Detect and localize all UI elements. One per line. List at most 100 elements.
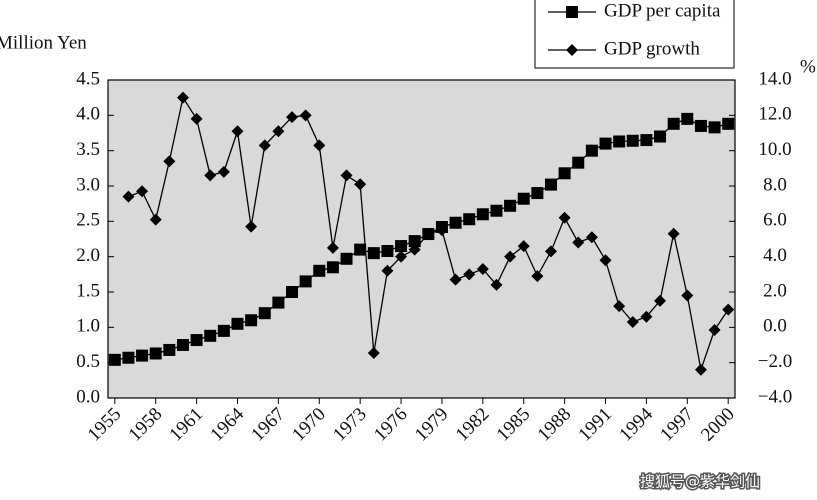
- x-tick-label: 1970: [288, 404, 330, 446]
- diamond-marker: [585, 231, 598, 244]
- diamond-marker: [422, 227, 435, 240]
- square-marker: [722, 117, 735, 130]
- square-marker: [585, 144, 598, 157]
- diamond-marker: [681, 289, 694, 302]
- x-tick-label: 1991: [574, 404, 616, 446]
- square-marker: [517, 192, 530, 205]
- square-marker: [463, 213, 476, 226]
- y-tick-label: 2.5: [76, 210, 100, 231]
- diamond-marker: [299, 109, 312, 122]
- x-tick-label: 1964: [206, 403, 248, 445]
- square-marker: [490, 204, 503, 217]
- diamond-marker: [476, 263, 489, 276]
- x-tick-label: 1976: [370, 404, 412, 446]
- diamond-marker: [258, 139, 271, 152]
- series-line: [114, 118, 729, 361]
- square-marker: [531, 187, 544, 200]
- diamond-marker: [190, 112, 203, 125]
- diamond-marker: [381, 264, 394, 277]
- x-tick-label: 1955: [84, 404, 126, 446]
- y-tick-label: 1.0: [76, 316, 100, 337]
- square-marker: [367, 247, 380, 260]
- square-marker: [449, 216, 462, 229]
- diamond-marker: [599, 254, 612, 267]
- diamond-marker: [204, 169, 217, 182]
- diamond-marker: [435, 224, 448, 237]
- diamond-marker: [531, 270, 544, 283]
- y2-tick-label: −2.0: [758, 351, 792, 372]
- y-tick-label: 4.5: [76, 68, 100, 89]
- watermark: 搜狐号@紫华剑仙: [640, 473, 760, 491]
- diamond-marker: [176, 91, 189, 104]
- square-marker: [108, 353, 121, 366]
- diamond-marker: [231, 125, 244, 138]
- square-marker: [217, 324, 230, 337]
- x-tick-label: 1958: [125, 404, 167, 446]
- square-marker: [694, 119, 707, 132]
- y2-axis-label: %: [800, 56, 816, 77]
- x-tick-label: 1988: [534, 404, 576, 446]
- square-marker: [149, 347, 162, 360]
- square-marker: [245, 314, 258, 327]
- diamond-marker: [572, 236, 585, 249]
- square-marker: [681, 112, 694, 125]
- square-marker: [708, 121, 721, 134]
- square-marker: [190, 334, 203, 347]
- x-tick-label: 1997: [656, 404, 698, 446]
- y2-tick-label: 14.0: [758, 68, 791, 89]
- y2-tick-label: 2.0: [763, 280, 787, 301]
- square-marker: [544, 178, 557, 191]
- y-tick-label: 3.0: [76, 174, 100, 195]
- square-marker: [163, 343, 176, 356]
- x-tick-label: 1967: [247, 404, 289, 446]
- diamond-marker: [694, 363, 707, 376]
- diamond-marker: [136, 185, 149, 198]
- x-tick-label: 1982: [452, 404, 494, 446]
- y-tick-label: 3.5: [76, 139, 100, 160]
- diamond-marker: [340, 169, 353, 182]
- diamond-marker: [367, 346, 380, 359]
- square-marker: [476, 208, 489, 221]
- diamond-marker: [613, 300, 626, 313]
- y2-tick-label: −4.0: [758, 386, 792, 407]
- square-marker: [381, 245, 394, 258]
- x-tick-label: 1961: [165, 404, 207, 446]
- legend-label: GDP per capita: [604, 0, 721, 21]
- diamond-marker: [654, 294, 667, 307]
- diamond-marker: [558, 211, 571, 224]
- diamond-marker: [490, 278, 503, 291]
- square-marker: [566, 6, 578, 18]
- square-marker: [654, 130, 667, 143]
- y2-tick-label: 0.0: [763, 316, 787, 337]
- square-marker: [136, 349, 149, 362]
- square-marker: [572, 156, 585, 169]
- square-marker: [272, 296, 285, 309]
- square-marker: [204, 329, 217, 342]
- square-marker: [504, 199, 517, 212]
- diamond-marker: [566, 44, 578, 56]
- square-marker: [122, 351, 135, 364]
- square-marker: [286, 286, 299, 298]
- square-marker: [258, 307, 271, 320]
- square-marker: [231, 317, 244, 330]
- diamond-marker: [708, 323, 721, 336]
- y-tick-label: 0.5: [76, 351, 100, 372]
- square-marker: [395, 240, 408, 253]
- square-marker: [640, 134, 653, 147]
- y2-tick-label: 12.0: [758, 104, 791, 125]
- square-marker: [408, 235, 421, 248]
- diamond-marker: [722, 303, 735, 316]
- y-tick-label: 2.0: [76, 245, 100, 266]
- diamond-marker: [354, 178, 367, 191]
- plot-area: [107, 79, 736, 399]
- square-marker: [599, 137, 612, 150]
- diamond-marker: [544, 245, 557, 258]
- diamond-marker: [449, 273, 462, 286]
- x-tick-label: 1979: [411, 404, 453, 446]
- square-marker: [313, 264, 326, 277]
- legend-label: GDP growth: [604, 38, 700, 59]
- y2-tick-label: 8.0: [763, 174, 787, 195]
- diamond-marker: [313, 139, 326, 152]
- diamond-marker: [286, 111, 299, 124]
